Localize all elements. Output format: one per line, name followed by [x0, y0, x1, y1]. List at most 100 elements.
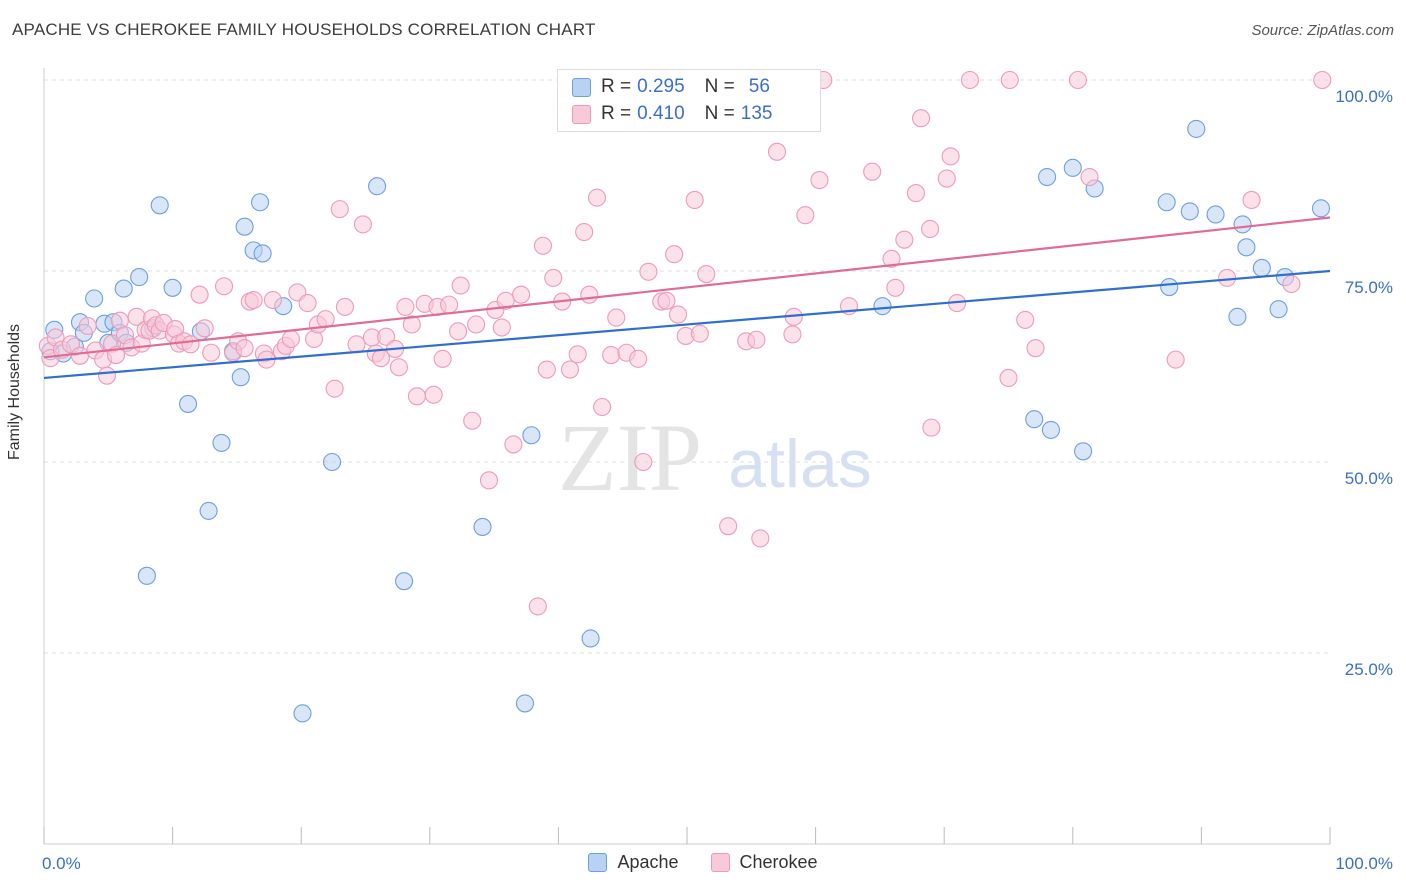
apache-point-6 — [85, 289, 104, 308]
cherokee-point-120 — [922, 418, 941, 437]
cherokee-point-102 — [719, 517, 738, 536]
apache-point-45 — [1160, 277, 1179, 297]
cherokee-point-30 — [202, 343, 221, 362]
cherokee-point-63 — [424, 385, 443, 404]
cherokee-point-70 — [467, 315, 486, 334]
cherokee-point-129 — [1068, 70, 1087, 90]
cherokee-point-130 — [1080, 167, 1099, 187]
cherokee-point-95 — [657, 291, 676, 310]
n-value: 135 — [740, 103, 773, 124]
cherokee-point-100 — [690, 324, 709, 343]
cherokee-point-28 — [190, 285, 209, 304]
apache-point-30 — [323, 452, 342, 472]
apache-point-39 — [1038, 167, 1057, 187]
cherokee-point-122 — [941, 147, 960, 166]
cherokee-point-89 — [607, 308, 626, 327]
cherokee-point-36 — [244, 290, 263, 310]
cherokee-point-59 — [396, 297, 415, 316]
r-label: R = — [601, 103, 632, 124]
cherokee-point-42 — [281, 329, 300, 349]
cherokee-point-6 — [78, 316, 97, 336]
cherokee-point-65 — [433, 349, 452, 368]
cherokee-point-77 — [528, 597, 547, 616]
cherokee-point-79 — [537, 360, 556, 379]
cherokee-point-131 — [1166, 350, 1185, 369]
y-tick-label-50: 50.0% — [1345, 469, 1393, 488]
apache-point-37 — [873, 297, 892, 316]
apache-point-16 — [150, 196, 169, 215]
apache-point-26 — [250, 193, 270, 212]
source-label: Source: ZipAtlas.com — [1251, 22, 1394, 39]
apache-point-34 — [515, 694, 535, 713]
cherokee-point-60 — [402, 315, 421, 334]
cherokee-point-114 — [882, 249, 901, 268]
cherokee-point-107 — [783, 325, 802, 344]
apache-point-54 — [1311, 199, 1331, 218]
cherokee-point-133 — [1242, 190, 1261, 209]
cherokee-point-82 — [560, 360, 580, 379]
cherokee-point-85 — [580, 285, 599, 304]
cherokee-point-97 — [668, 305, 688, 324]
y-axis-label: Family Households — [6, 323, 23, 460]
apache-point-21 — [212, 433, 231, 452]
legend-row-cherokee: R = 0.410 N = 135 — [572, 102, 772, 126]
cherokee-point-51 — [347, 335, 366, 354]
cherokee-point-118 — [912, 109, 931, 128]
r-value: 0.295 — [637, 76, 685, 97]
r-label: R = — [601, 76, 632, 97]
n-value: 56 — [748, 76, 770, 97]
cherokee-point-88 — [602, 345, 621, 365]
cherokee-point-109 — [796, 206, 815, 225]
cherokee-point-78 — [533, 236, 553, 255]
y-tick-label-100: 100.0% — [1335, 87, 1393, 106]
cherokee-point-56 — [377, 327, 396, 346]
apache-point-47 — [1187, 119, 1206, 138]
cherokee-point-52 — [353, 215, 372, 234]
cherokee-point-71 — [479, 471, 499, 490]
cherokee-point-92 — [634, 452, 653, 472]
chart-title: APACHE VS CHEROKEE FAMILY HOUSEHOLDS COR… — [12, 20, 596, 39]
apache-point-52 — [1252, 258, 1271, 277]
y-tick-label-75: 75.0% — [1345, 278, 1393, 297]
cherokee-point-84 — [575, 222, 594, 242]
apache-point-23 — [231, 368, 250, 387]
apache-trend-line — [43, 269, 1331, 380]
apache-point-18 — [178, 394, 198, 413]
cherokee-point-117 — [906, 184, 925, 203]
cherokee-point-58 — [389, 358, 408, 377]
cherokee-point-86 — [587, 188, 607, 207]
cherokee-point-106 — [767, 142, 787, 161]
cherokee-point-121 — [937, 169, 956, 188]
cherokee-point-105 — [751, 529, 770, 548]
cherokee-point-61 — [407, 387, 426, 406]
cherokee-point-115 — [886, 278, 905, 297]
cherokee-point-31 — [214, 277, 234, 296]
tick-labels: 25.0% 50.0% 75.0% 100.0% 0.0% 100.0% — [42, 87, 1393, 873]
cherokee-swatch — [572, 104, 591, 124]
cherokee-point-113 — [863, 162, 882, 181]
cherokee-point-110 — [810, 171, 829, 190]
apache-point-44 — [1157, 193, 1176, 212]
apache-point-14 — [137, 566, 156, 585]
legend-item-cherokee: Cherokee — [710, 852, 818, 873]
cherokee-point-116 — [895, 230, 914, 249]
cherokee-point-135 — [1313, 70, 1332, 90]
apache-point-40 — [1041, 420, 1060, 439]
apache-point-31 — [368, 177, 387, 196]
n-label: N = — [704, 76, 735, 97]
cherokee-point-132 — [1218, 268, 1237, 287]
x-tick-label-100: 100.0% — [1335, 854, 1393, 873]
legend-row-apache: R = 0.295 N = 56 — [572, 75, 770, 99]
apache-point-29 — [293, 704, 312, 723]
cherokee-point-68 — [451, 276, 470, 295]
cherokee-point-66 — [440, 295, 459, 314]
legend-label-cherokee: Cherokee — [739, 852, 818, 872]
cherokee-point-125 — [999, 368, 1018, 388]
apache-point-20 — [199, 501, 218, 520]
data-points — [38, 70, 1332, 723]
apache-point-49 — [1228, 307, 1247, 326]
cherokee-point-69 — [463, 411, 482, 430]
apache-point-27 — [253, 244, 272, 263]
cherokee-point-29 — [195, 319, 214, 338]
